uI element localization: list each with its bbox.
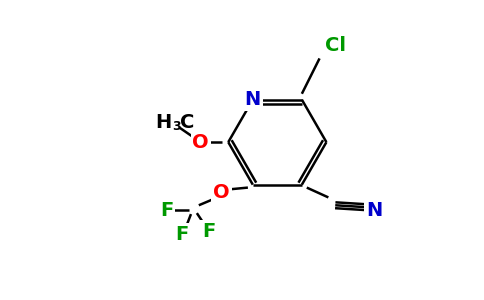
Text: F: F bbox=[160, 201, 173, 220]
Text: F: F bbox=[176, 225, 189, 244]
Text: O: O bbox=[213, 183, 230, 202]
Text: N: N bbox=[245, 90, 261, 109]
Text: Cl: Cl bbox=[325, 36, 347, 55]
Text: H: H bbox=[155, 113, 171, 132]
Text: 3: 3 bbox=[172, 120, 181, 133]
Text: N: N bbox=[366, 201, 383, 220]
Text: O: O bbox=[193, 133, 209, 152]
Text: C: C bbox=[180, 113, 195, 132]
Text: F: F bbox=[202, 222, 215, 241]
